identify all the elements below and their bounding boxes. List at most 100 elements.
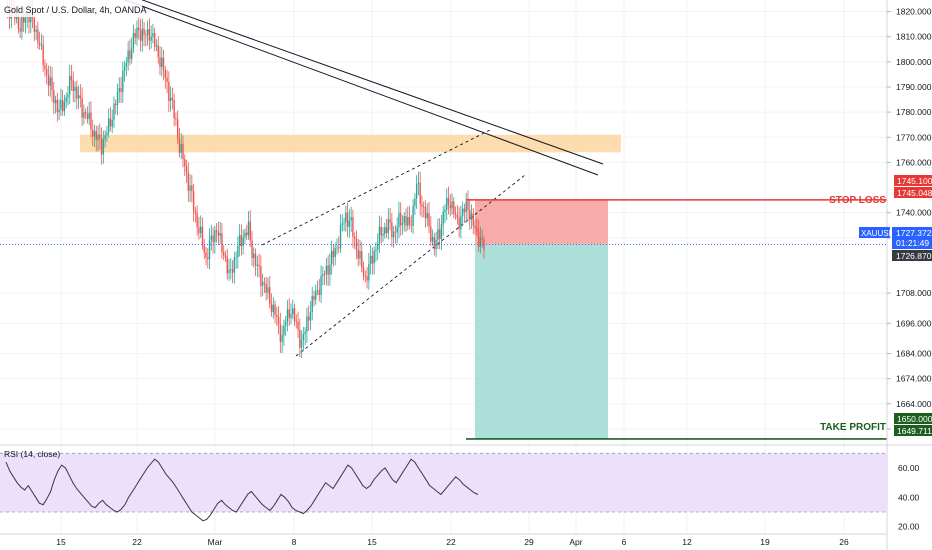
candle-body: [217, 232, 220, 236]
candle-body: [136, 27, 138, 38]
candle-body: [424, 206, 427, 219]
y-tick-label: 1664.000: [896, 399, 932, 409]
time-scale[interactable]: 15 22 Mar 8 15 22 29 Apr 6 12 19 26: [56, 537, 849, 547]
candle-body: [299, 329, 301, 348]
candle-body: [396, 227, 398, 233]
candle-body: [458, 218, 460, 230]
candle-body: [288, 309, 290, 318]
candle-body: [145, 34, 147, 36]
candle-body: [306, 316, 308, 332]
candle-body: [417, 182, 420, 185]
candle-body: [263, 282, 266, 284]
candle-body: [481, 237, 483, 240]
candle-body: [465, 201, 467, 212]
candle-body: [161, 57, 163, 67]
candle-body: [375, 249, 377, 251]
candle-body: [437, 229, 439, 240]
bar-countdown: 01:21:49: [896, 238, 929, 248]
candle-body: [159, 57, 161, 67]
title-background: [0, 0, 142, 17]
symbol-tag: XAUUSD: [861, 229, 895, 238]
candle-body: [336, 247, 338, 249]
candle-body: [307, 316, 310, 321]
candle-body: [60, 99, 62, 110]
candle-body: [364, 276, 367, 277]
x-tick-label: Apr: [569, 537, 582, 547]
candle-body: [479, 237, 482, 247]
candle-body: [391, 222, 393, 238]
candle-body: [454, 213, 457, 216]
candle-body: [355, 238, 358, 250]
candle-body: [387, 219, 390, 234]
candle-body: [49, 77, 51, 86]
candle-body: [180, 144, 182, 153]
candle-body: [352, 217, 354, 237]
candle-body: [141, 28, 143, 41]
candle-body: [74, 86, 76, 92]
candle-body: [414, 198, 416, 206]
candle-body: [203, 244, 205, 253]
candle-body: [249, 221, 251, 241]
candle-body: [155, 45, 158, 47]
candle-body: [58, 109, 60, 113]
candle-body: [171, 97, 174, 100]
candle-body: [132, 33, 135, 49]
channel-upper-line[interactable]: [261, 129, 491, 246]
candle-body: [54, 100, 57, 104]
candle-body: [40, 44, 43, 46]
candle-body: [127, 50, 129, 63]
x-tick-label: 15: [367, 537, 377, 547]
candle-body: [28, 11, 30, 23]
candle-body: [407, 217, 409, 226]
candle-body: [320, 275, 322, 295]
candle-body: [373, 250, 375, 264]
resistance-zone[interactable]: [80, 134, 621, 153]
candle-body: [343, 222, 345, 224]
stop-loss-zone[interactable]: [475, 199, 608, 245]
candle-body: [235, 257, 237, 259]
candle-body: [19, 28, 21, 32]
candle-body: [100, 138, 103, 155]
candle-body: [153, 33, 156, 47]
rsi-tick-label: 40.00: [898, 492, 920, 502]
candle-body: [244, 232, 246, 238]
candle-body: [398, 212, 400, 228]
take-profit-zone[interactable]: [475, 244, 608, 439]
candle-body: [345, 212, 347, 223]
candle-body: [192, 191, 195, 212]
x-tick-label: 6: [622, 537, 627, 547]
downtrend-line-lower[interactable]: [120, 0, 599, 176]
trendlines[interactable]: [120, 0, 604, 357]
candle-body: [115, 103, 117, 105]
chart-title[interactable]: Gold Spot / U.S. Dollar, 4h, OANDA: [4, 5, 147, 15]
candle-body: [260, 266, 262, 286]
candle-body: [97, 134, 99, 141]
candle-body: [477, 231, 480, 247]
candle-body: [63, 101, 66, 112]
candle-body: [246, 232, 248, 236]
candle-body: [233, 257, 236, 273]
candle-body: [315, 290, 317, 300]
candle-body: [185, 166, 188, 173]
candle-body: [377, 243, 379, 250]
x-tick-label: 22: [132, 537, 142, 547]
candle-body: [265, 283, 267, 293]
candle-body: [214, 230, 216, 243]
candle-body: [106, 132, 108, 136]
downtrend-line-upper[interactable]: [120, 0, 604, 165]
rsi-label[interactable]: RSI (14, close): [4, 449, 60, 459]
candle-body: [109, 118, 112, 127]
candle-body: [42, 44, 44, 66]
candle-body: [125, 62, 128, 67]
rsi-line[interactable]: [5, 458, 479, 522]
candle-body: [412, 205, 414, 226]
price-scale[interactable]: 1820.000 1810.000 1800.000 1790.000 1780.000…: [887, 7, 932, 434]
candle-body: [134, 33, 136, 38]
candle-body: [237, 246, 239, 258]
candle-body: [38, 42, 41, 46]
candle-body: [292, 308, 294, 315]
stop-bottom-value: 1745.048: [897, 188, 932, 198]
candle-body: [261, 282, 264, 286]
channel-lower-line[interactable]: [295, 174, 526, 357]
